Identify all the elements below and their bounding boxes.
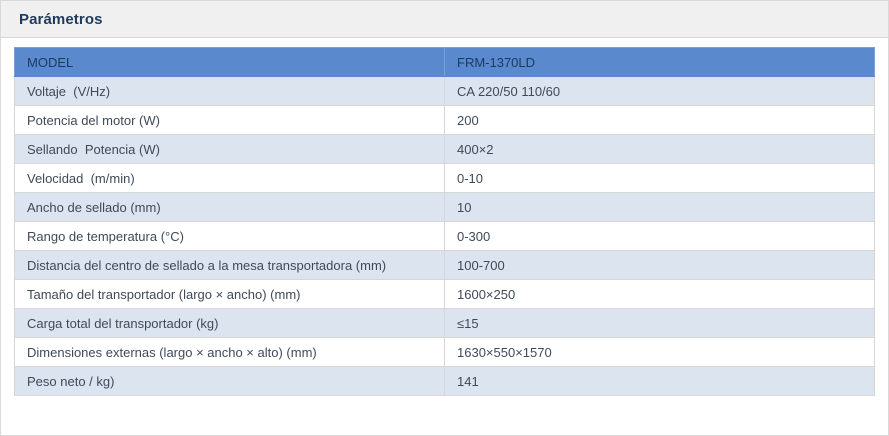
param-value-cell: 1630×550×1570 <box>444 337 875 367</box>
table-row: Ancho de sellado (mm) 10 <box>14 192 875 222</box>
param-value-cell: 10 <box>444 192 875 222</box>
model-label-cell: MODEL <box>14 47 445 77</box>
param-value-cell: 0-300 <box>444 221 875 251</box>
panel-body: MODEL FRM-1370LD Voltaje (V/Hz) CA 220/50… <box>1 38 888 396</box>
param-name-cell: Carga total del transportador (kg) <box>14 308 445 338</box>
parameters-table: MODEL FRM-1370LD Voltaje (V/Hz) CA 220/50… <box>14 47 875 396</box>
table-header-row: MODEL FRM-1370LD <box>14 47 875 77</box>
table-row: Voltaje (V/Hz) CA 220/50 110/60 <box>14 76 875 106</box>
param-value-cell: 0-10 <box>444 163 875 193</box>
table-row: Dimensiones externas (largo × ancho × al… <box>14 337 875 367</box>
param-name-cell: Potencia del motor (W) <box>14 105 445 135</box>
param-name-cell: Tamaño del transportador (largo × ancho)… <box>14 279 445 309</box>
table-row: Carga total del transportador (kg) ≤15 <box>14 308 875 338</box>
table-row: Peso neto / kg) 141 <box>14 366 875 396</box>
table-row: Velocidad (m/min) 0-10 <box>14 163 875 193</box>
param-value-cell: 1600×250 <box>444 279 875 309</box>
table-row: Tamaño del transportador (largo × ancho)… <box>14 279 875 309</box>
param-name-cell: Voltaje (V/Hz) <box>14 76 445 106</box>
table-row: Distancia del centro de sellado a la mes… <box>14 250 875 280</box>
param-value-cell: 200 <box>444 105 875 135</box>
param-name-cell: Peso neto / kg) <box>14 366 445 396</box>
param-name-cell: Rango de temperatura (°C) <box>14 221 445 251</box>
param-value-cell: 400×2 <box>444 134 875 164</box>
param-name-cell: Dimensiones externas (largo × ancho × al… <box>14 337 445 367</box>
param-name-cell: Distancia del centro de sellado a la mes… <box>14 250 445 280</box>
param-name-cell: Sellando Potencia (W) <box>14 134 445 164</box>
model-value-cell: FRM-1370LD <box>444 47 875 77</box>
panel-heading: Parámetros <box>1 1 888 38</box>
param-name-cell: Velocidad (m/min) <box>14 163 445 193</box>
page-title: Parámetros <box>19 10 103 28</box>
param-value-cell: ≤15 <box>444 308 875 338</box>
param-value-cell: 100-700 <box>444 250 875 280</box>
table-row: Sellando Potencia (W) 400×2 <box>14 134 875 164</box>
param-value-cell: CA 220/50 110/60 <box>444 76 875 106</box>
param-name-cell: Ancho de sellado (mm) <box>14 192 445 222</box>
table-row: Potencia del motor (W) 200 <box>14 105 875 135</box>
param-value-cell: 141 <box>444 366 875 396</box>
table-row: Rango de temperatura (°C) 0-300 <box>14 221 875 251</box>
